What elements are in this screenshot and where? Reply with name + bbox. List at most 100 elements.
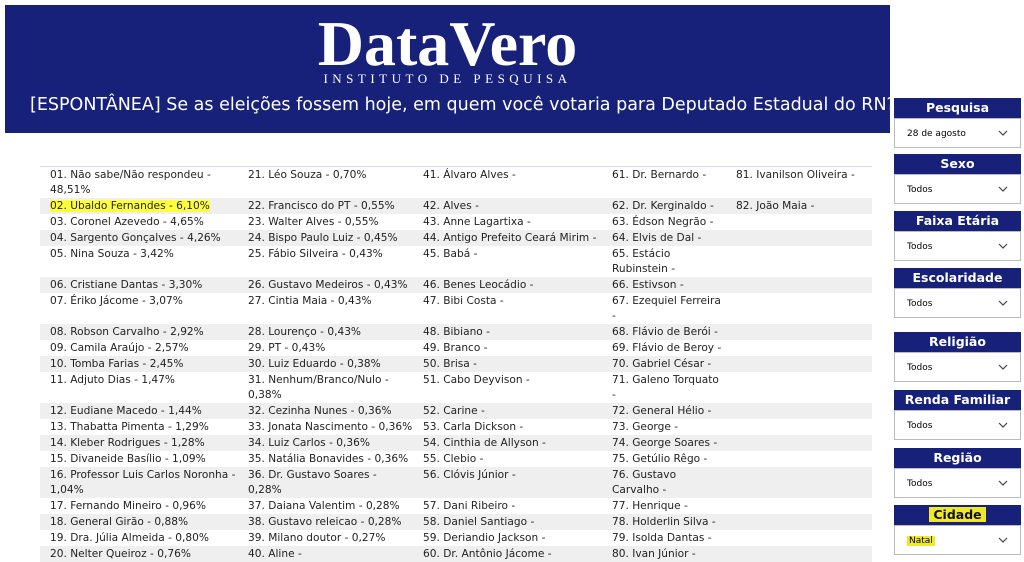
cell-text: 51. Cabo Deyvison - <box>423 374 530 386</box>
slicer-value: Todos <box>907 185 933 195</box>
cell-text: 81. Ivanilson Oliveira - <box>736 169 855 181</box>
table-cell: 67. Ezequiel Ferreira - <box>602 293 726 324</box>
cell-text: 10. Tomba Farias - 2,45% <box>50 358 184 370</box>
table-cell: 01. Não sabe/Não respondeu - 48,51% <box>40 167 238 198</box>
table-row: 03. Coronel Azevedo - 4,65% 23. Walter Al… <box>40 214 872 230</box>
table-cell: 34. Luiz Carlos - 0,36% <box>238 435 413 451</box>
cell-text: 79. Isolda Dantas - <box>612 532 712 544</box>
slicer-header: Renda Familiar <box>894 390 1021 410</box>
table-cell: 35. Natália Bonavides - 0,36% <box>238 451 413 467</box>
table-cell: 78. Holderlin Silva - <box>602 514 726 530</box>
table-cell: 40. Aline - <box>238 546 413 562</box>
table-cell: 24. Bispo Paulo Luiz - 0,45% <box>238 230 413 246</box>
table-cell <box>726 403 872 419</box>
logo: DataVero <box>317 8 578 79</box>
table-cell: 38. Gustavo releicao - 0,28% <box>238 514 413 530</box>
table-cell: 70. Gabriel César - <box>602 356 726 372</box>
slicer-dropdown[interactable]: 28 de agosto <box>894 118 1021 148</box>
slicer-header: Pesquisa <box>894 98 1021 118</box>
cell-text: 48. Bibiano - <box>423 326 490 338</box>
table-row: 02. Ubaldo Fernandes - 6,10% 22. Francisc… <box>40 198 872 214</box>
table-cell: 10. Tomba Farias - 2,45% <box>40 356 238 372</box>
table-cell <box>726 435 872 451</box>
cell-text: 42. Alves - <box>423 200 479 212</box>
cell-text: 50. Brisa - <box>423 358 477 370</box>
table-row: 01. Não sabe/Não respondeu - 48,51% 21. L… <box>40 167 872 198</box>
table-cell: 30. Luiz Eduardo - 0,38% <box>238 356 413 372</box>
table-cell: 03. Coronel Azevedo - 4,65% <box>40 214 238 230</box>
slicer-dropdown[interactable]: Todos <box>894 468 1021 498</box>
table-cell: 75. Getúlio Rêgo - <box>602 451 726 467</box>
cell-text: 77. Henrique - <box>612 500 688 512</box>
cell-text: 80. Ivan Júnior - <box>612 548 696 560</box>
table-cell <box>726 230 872 246</box>
slicer-dropdown[interactable]: Todos <box>894 410 1021 440</box>
table-cell: 53. Carla Dickson - <box>413 419 602 435</box>
slicer-dropdown[interactable]: Todos <box>894 352 1021 382</box>
cell-text: 63. Édson Negrão - <box>612 216 714 228</box>
table-cell <box>726 372 872 403</box>
cell-text: 47. Bibi Costa - <box>423 295 504 307</box>
table-cell: 04. Sargento Gonçalves - 4,26% <box>40 230 238 246</box>
cell-text: 28. Lourenço - 0,43% <box>248 326 361 338</box>
table-cell: 45. Babá - <box>413 246 602 277</box>
table-cell: 58. Daniel Santiago - <box>413 514 602 530</box>
cell-text: 41. Álvaro Alves - <box>423 169 516 181</box>
cell-text: 45. Babá - <box>423 248 478 260</box>
cell-text: 22. Francisco do PT - 0,55% <box>248 200 395 212</box>
table-cell: 76. Gustavo Carvalho - <box>602 467 726 498</box>
slicer-header: Sexo <box>894 154 1021 174</box>
table-cell: 51. Cabo Deyvison - <box>413 372 602 403</box>
table-cell: 25. Fábio Silveira - 0,43% <box>238 246 413 277</box>
cell-text: 08. Robson Carvalho - 2,92% <box>50 326 204 338</box>
table-cell <box>726 356 872 372</box>
table-cell: 13. Thabatta Pimenta - 1,29% <box>40 419 238 435</box>
slicer-dropdown[interactable]: Natal <box>894 525 1021 555</box>
table-cell <box>726 514 872 530</box>
table-cell: 14. Kleber Rodrigues - 1,28% <box>40 435 238 451</box>
table-cell: 28. Lourenço - 0,43% <box>238 324 413 340</box>
table-cell: 12. Eudiane Macedo - 1,44% <box>40 403 238 419</box>
table-cell: 61. Dr. Bernardo - <box>602 167 726 198</box>
table-row: 05. Nina Souza - 3,42% 25. Fábio Silveira… <box>40 246 872 277</box>
slicer-dropdown[interactable]: Todos <box>894 288 1021 318</box>
cell-text: 62. Dr. Kerginaldo - <box>612 200 714 212</box>
cell-text: 16. Professor Luis Carlos Noronha - 1,04… <box>50 469 236 496</box>
cell-text: 76. Gustavo Carvalho - <box>612 469 677 496</box>
slicer-label: Religião <box>929 334 986 349</box>
slicer: Região Todos <box>894 448 1021 498</box>
table-cell: 60. Dr. Antônio Jácome - <box>413 546 602 562</box>
table-cell: 07. Ériko Jácome - 3,07% <box>40 293 238 324</box>
slicer: Renda Familiar Todos <box>894 390 1021 440</box>
table-cell <box>726 246 872 277</box>
table-row: 11. Adjuto Dias - 1,47% 31. Nenhum/Branco… <box>40 372 872 403</box>
table-cell: 81. Ivanilson Oliveira - <box>726 167 872 198</box>
cell-text: 69. Flávio de Beroy - <box>612 342 722 354</box>
cell-text: 02. Ubaldo Fernandes - 6,10% <box>50 200 210 212</box>
table-cell: 64. Elvis de Dal - <box>602 230 726 246</box>
cell-text: 19. Dra. Júlia Almeida - 0,80% <box>50 532 209 544</box>
cell-text: 78. Holderlin Silva - <box>612 516 716 528</box>
table-cell: 16. Professor Luis Carlos Noronha - 1,04… <box>40 467 238 498</box>
chevron <box>998 243 1008 249</box>
table-cell: 36. Dr. Gustavo Soares - 0,28% <box>238 467 413 498</box>
table-cell <box>726 419 872 435</box>
slicer-dropdown[interactable]: Todos <box>894 174 1021 204</box>
cell-text: 43. Anne Lagartixa - <box>423 216 531 228</box>
cell-text: 29. PT - 0,43% <box>248 342 326 354</box>
slicer-dropdown[interactable]: Todos <box>894 231 1021 261</box>
cell-text: 09. Camila Araújo - 2,57% <box>50 342 189 354</box>
logo-subtitle: INSTITUTO DE PESQUISA <box>323 71 572 86</box>
table-cell: 26. Gustavo Medeiros - 0,43% <box>238 277 413 293</box>
question-title: [ESPONTÂNEA] Se as eleições fossem hoje,… <box>30 95 896 115</box>
table-row: 07. Ériko Jácome - 3,07% 27. Cintia Maia … <box>40 293 872 324</box>
slicer: Sexo Todos <box>894 154 1021 204</box>
table-cell: 02. Ubaldo Fernandes - 6,10% <box>40 198 238 214</box>
table-cell <box>726 451 872 467</box>
table-cell: 20. Nelter Queiroz - 0,76% <box>40 546 238 562</box>
chevron <box>998 186 1008 192</box>
slicer: Escolaridade Todos <box>894 268 1021 318</box>
header: DataVero INSTITUTO DE PESQUISA [ESPONTÂN… <box>5 5 896 133</box>
table-cell: 56. Clóvis Júnior - <box>413 467 602 498</box>
